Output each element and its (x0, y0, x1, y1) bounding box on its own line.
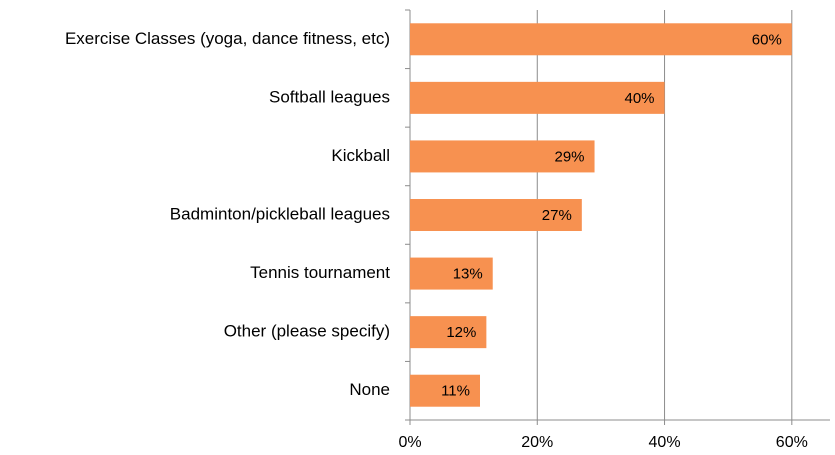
value-label: 12% (446, 324, 476, 341)
category-label: None (349, 380, 390, 399)
bar (410, 374, 480, 407)
category-label: Exercise Classes (yoga, dance fitness, e… (65, 29, 390, 48)
x-tick-label: 60% (776, 434, 808, 451)
value-label: 29% (555, 148, 585, 165)
value-label: 11% (441, 383, 470, 400)
value-label: 13% (453, 266, 483, 283)
value-label: 60% (752, 31, 782, 48)
category-label: Softball leagues (269, 87, 390, 106)
x-tick-label: 0% (398, 434, 421, 451)
value-label: 27% (542, 207, 572, 224)
bar (410, 81, 665, 114)
bar (410, 257, 493, 290)
bar (410, 140, 595, 173)
x-tick-label: 20% (521, 434, 553, 451)
category-label: Other (please specify) (224, 322, 390, 341)
bar (410, 316, 487, 349)
category-label: Tennis tournament (250, 263, 390, 282)
category-label: Kickball (331, 146, 390, 165)
bar (410, 23, 792, 56)
x-tick-label: 40% (649, 434, 681, 451)
bar (410, 199, 582, 231)
category-label: Badminton/pickleball leagues (170, 204, 390, 223)
value-label: 40% (625, 90, 655, 107)
